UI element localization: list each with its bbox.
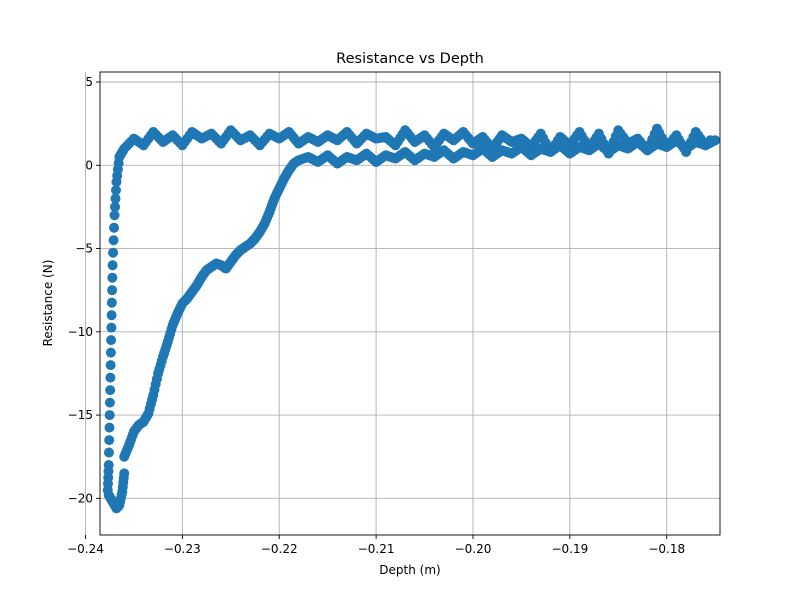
scatter-point [109, 222, 120, 233]
scatter-point [110, 193, 121, 204]
scatter-point [107, 260, 118, 271]
y-tick-label: −15 [68, 408, 93, 422]
scatter-point [106, 322, 117, 333]
x-tick-label: −0.19 [551, 542, 588, 556]
scatter-point [110, 185, 121, 196]
x-tick-label: −0.24 [67, 542, 104, 556]
scatter-point [106, 335, 117, 346]
y-tick-label: 5 [85, 75, 93, 89]
scatter-point [103, 447, 114, 458]
scatter-point [705, 135, 716, 146]
scatter-point [106, 310, 117, 321]
x-axis-label: Depth (m) [379, 563, 440, 577]
scatter-point [105, 360, 116, 371]
scatter-point [107, 272, 118, 283]
marks-layer [102, 123, 721, 514]
scatter-point [119, 468, 130, 479]
y-tick-label: −5 [75, 242, 93, 256]
scatter-point [109, 210, 120, 221]
x-tick-label: −0.23 [164, 542, 201, 556]
scatter-point [104, 435, 115, 446]
ticks-layer: −0.24 −0.23 −0.22 −0.21 −0.20 −0.19 −0.18 −20 −1… [67, 75, 685, 556]
scatter-point [105, 385, 116, 396]
plot-frame [99, 71, 721, 536]
scatter-point [107, 285, 118, 296]
y-tick-label: −10 [68, 325, 93, 339]
scatter-point [108, 235, 119, 246]
x-tick-label: −0.22 [261, 542, 298, 556]
scatter-point [104, 422, 115, 433]
scatter-point [104, 410, 115, 421]
scatter-point [105, 347, 116, 358]
x-tick-label: −0.18 [648, 542, 685, 556]
scatter-point [104, 397, 115, 408]
scatter-point [111, 176, 122, 187]
x-tick-label: −0.21 [358, 542, 395, 556]
chart-title: Resistance vs Depth [336, 51, 484, 67]
y-tick-label: −20 [68, 491, 93, 505]
scatter-point [105, 372, 116, 383]
x-tick-label: −0.20 [455, 542, 492, 556]
scatter-point [108, 247, 119, 258]
y-tick-label: 0 [85, 158, 93, 172]
y-axis-label: Resistance (N) [41, 260, 55, 347]
scatter-point [110, 201, 121, 212]
scatter-point [106, 297, 117, 308]
